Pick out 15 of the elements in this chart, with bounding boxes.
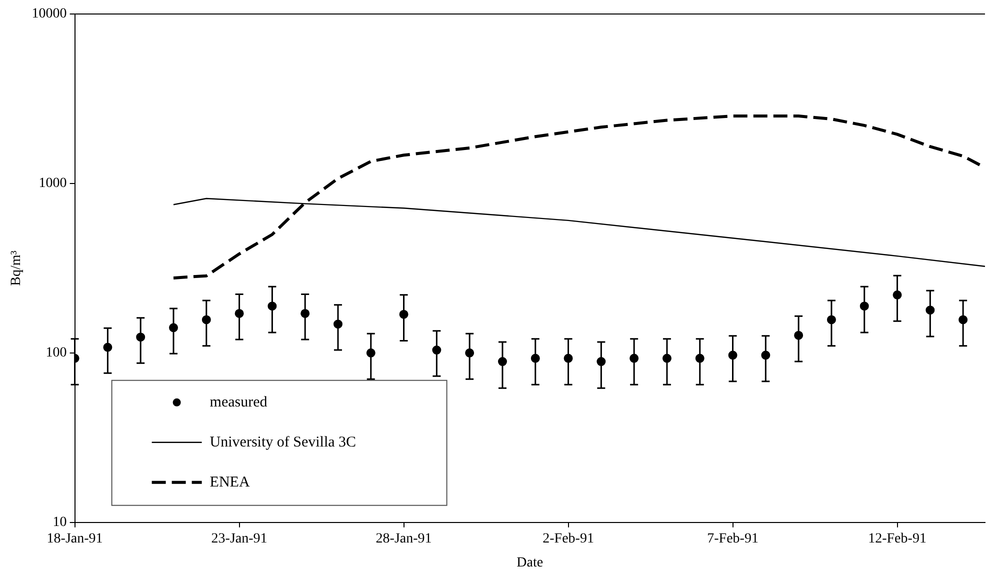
y-tick-label: 10 (52, 515, 67, 530)
x-tick-label: 12-Feb-91 (868, 531, 926, 546)
y-tick-label: 100 (46, 346, 67, 361)
x-tick-label: 7-Feb-91 (707, 531, 758, 546)
y-tick-label: 10000 (32, 6, 67, 22)
x-tick-label: 18-Jan-91 (46, 531, 103, 546)
x-tick-label: 2-Feb-91 (542, 531, 594, 546)
x-tick-label: 23-Jan-91 (211, 531, 268, 546)
x-axis-title: Date (516, 555, 544, 570)
x-tick-label: 28-Jan-91 (376, 531, 432, 546)
y-axis-title: Bq/m³ (9, 250, 24, 286)
legend-label: measured (210, 394, 268, 410)
y-tick-label: 1000 (38, 176, 67, 192)
legend-label: University of Sevilla 3C (210, 434, 356, 450)
legend-label: ENEA (210, 474, 250, 490)
